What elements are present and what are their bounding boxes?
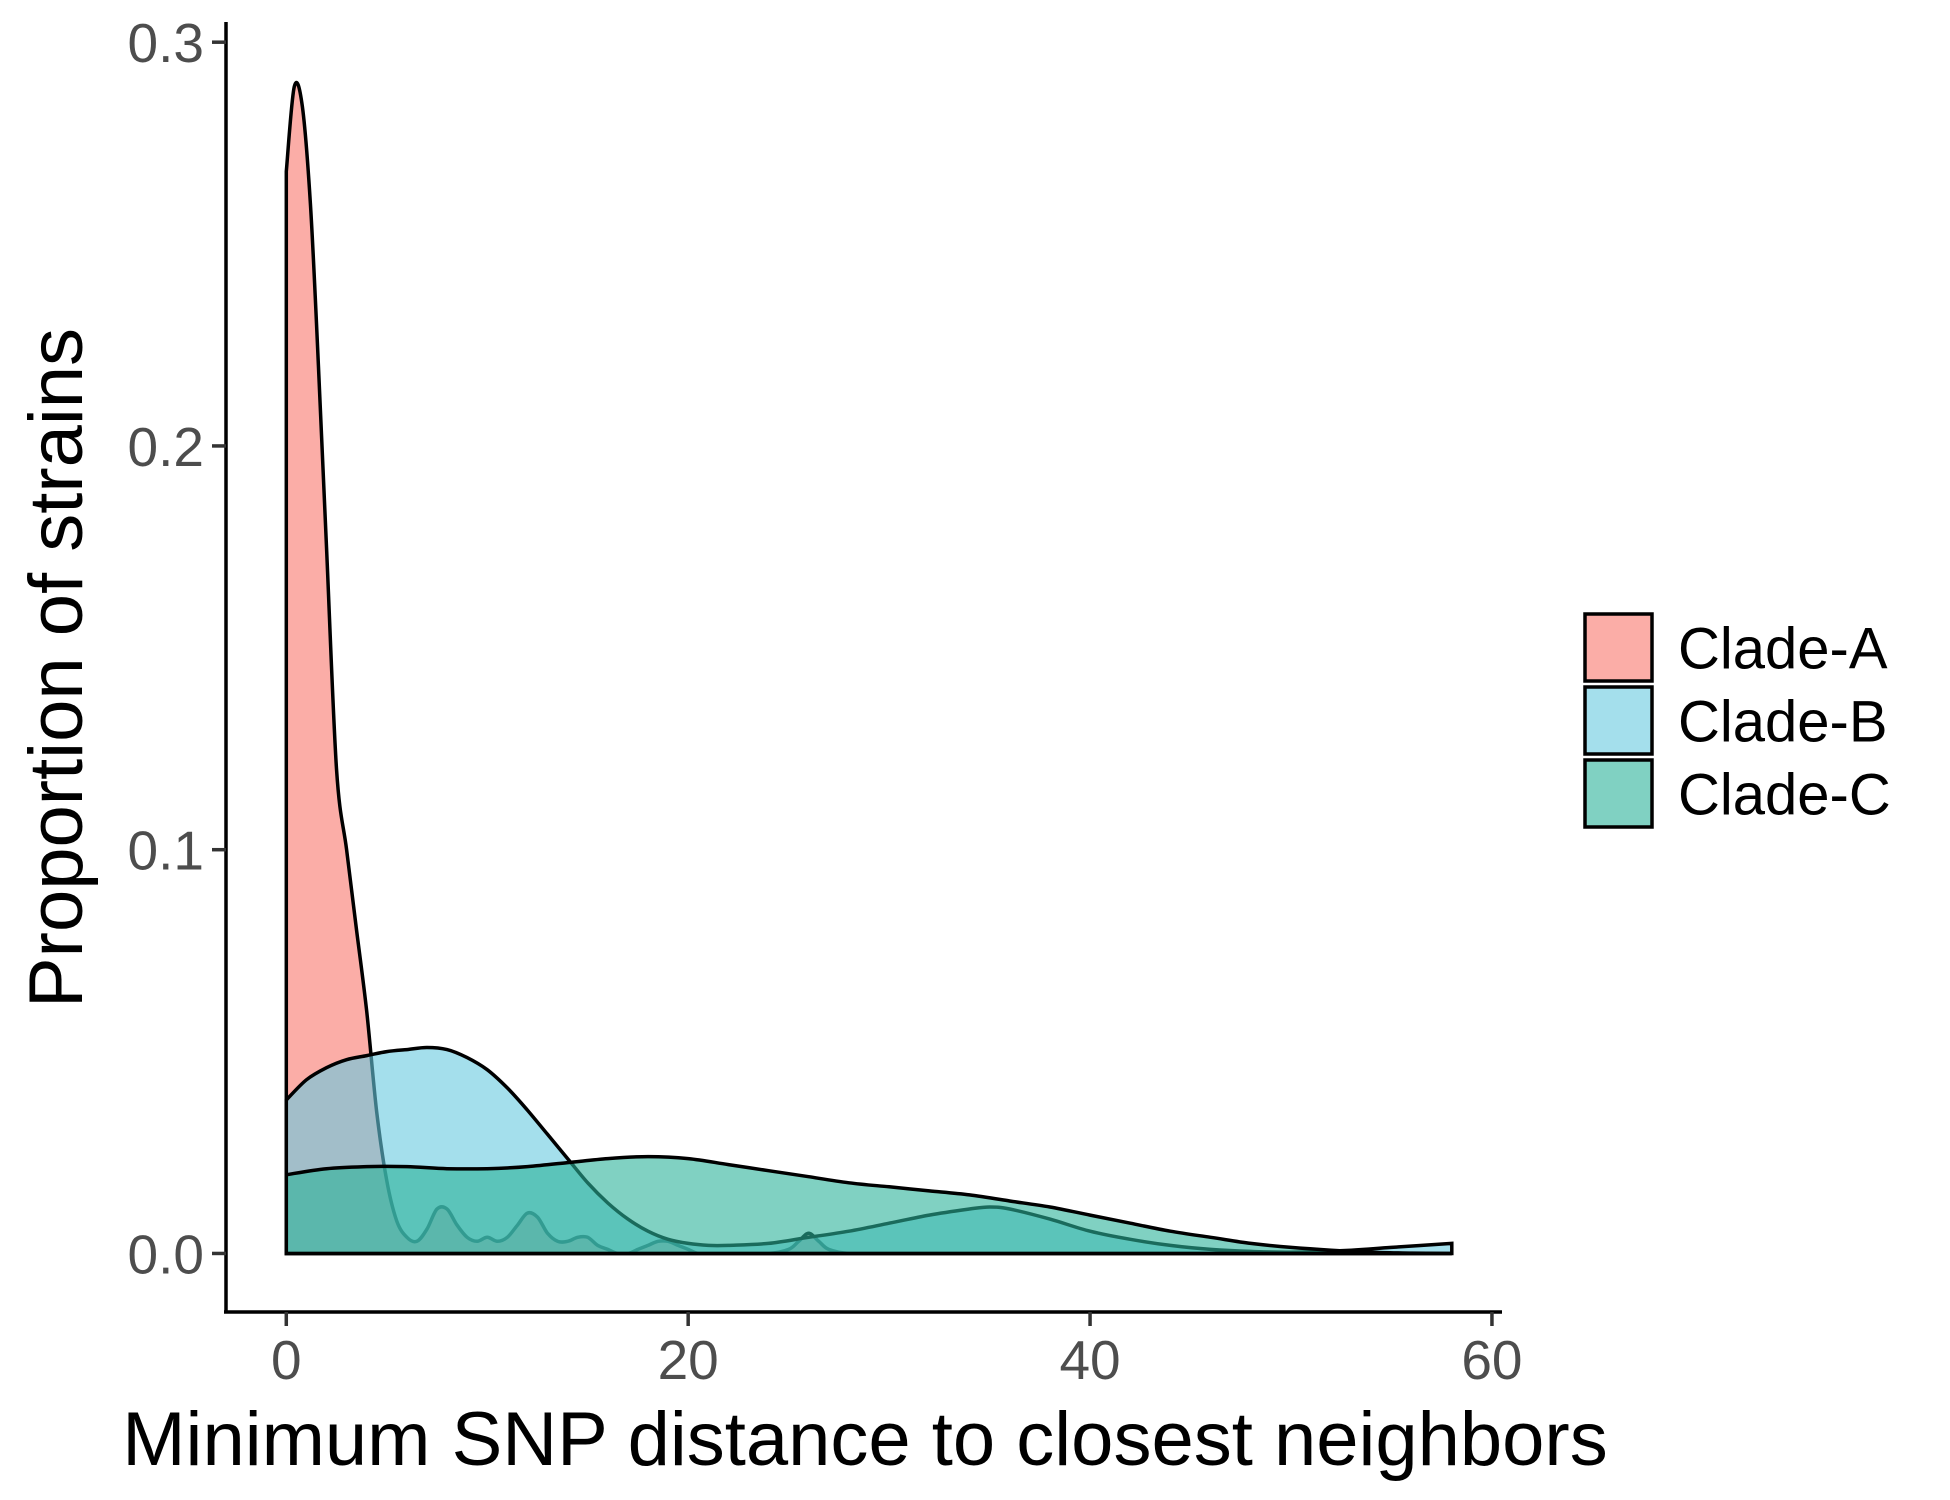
- x-tick-label: 20: [658, 1329, 719, 1391]
- y-ticks: 0.0 0.1 0.2 0.3: [128, 12, 226, 1285]
- y-tick-label: 0.1: [128, 820, 204, 882]
- x-tick-label: 60: [1461, 1329, 1522, 1391]
- x-ticks: 0 20 40 60: [271, 1312, 1523, 1391]
- legend-label-clade-c: Clade-C: [1678, 763, 1891, 828]
- axes: [224, 22, 1502, 1314]
- legend-key-clade-a: [1583, 612, 1654, 683]
- y-tick-label: 0.3: [128, 12, 204, 74]
- legend-label-clade-a: Clade-A: [1678, 617, 1888, 682]
- x-tick-label: 0: [271, 1329, 302, 1391]
- x-tick-label: 40: [1059, 1329, 1120, 1391]
- legend-key-clade-b: [1583, 685, 1654, 756]
- legend-key-clade-c: [1583, 758, 1654, 829]
- y-tick-label: 0.0: [128, 1223, 204, 1285]
- legend: Clade-A Clade-B Clade-C: [1583, 612, 1891, 829]
- density-areas: [284, 80, 1454, 1256]
- legend-label-clade-b: Clade-B: [1678, 690, 1888, 755]
- y-axis-title: Proportion of strains: [14, 328, 99, 1008]
- x-axis-title: Minimum SNP distance to closest neighbor…: [122, 1397, 1608, 1482]
- density-area-clade-c: [284, 1154, 1452, 1256]
- y-tick-label: 0.2: [128, 416, 204, 478]
